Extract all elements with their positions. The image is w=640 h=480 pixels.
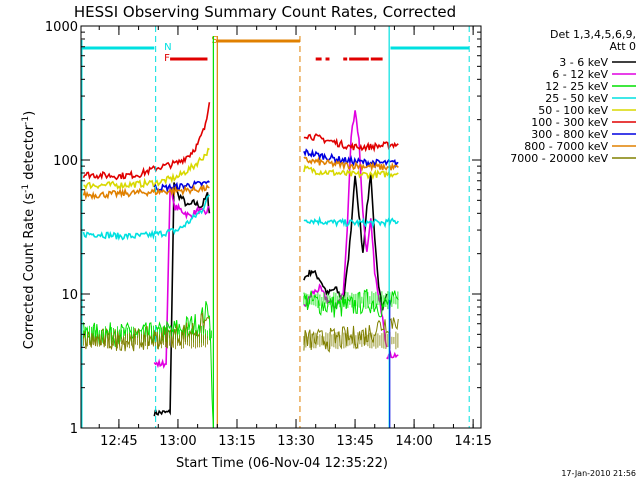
series-path xyxy=(153,182,211,417)
series-path xyxy=(303,148,399,169)
series-hatching xyxy=(83,331,399,350)
series-path xyxy=(153,186,210,370)
x-tick-label: 12:45 xyxy=(100,434,137,449)
legend-label: 300 - 800 keV xyxy=(531,128,608,141)
series-path xyxy=(303,215,399,229)
legend-label: 50 - 100 keV xyxy=(538,104,608,117)
series-path xyxy=(303,317,399,353)
series-path xyxy=(386,349,399,360)
x-tick-label: 14:00 xyxy=(395,434,432,449)
series-path xyxy=(303,164,399,181)
x-tick-label: 13:00 xyxy=(159,434,196,449)
y-tick-label: 1000 xyxy=(45,20,78,35)
y-axis-label-main: Corrected Count Rate (s xyxy=(22,193,37,350)
x-tick-label: 13:15 xyxy=(218,434,255,449)
legend-label: 3 - 6 keV xyxy=(559,56,608,69)
legend-header: Det 1,3,4,5,6,9, xyxy=(550,28,636,41)
y-tick-label: 1 xyxy=(70,422,78,437)
legend-label: 7000 - 20000 keV xyxy=(510,152,608,165)
legend-label: 25 - 50 keV xyxy=(545,92,608,105)
series-path xyxy=(303,156,399,172)
series-path xyxy=(83,147,210,191)
series-path xyxy=(153,180,210,194)
y-axis-label-end: ) xyxy=(22,111,37,116)
series-path xyxy=(303,174,388,311)
series-50-100-kev xyxy=(83,147,399,191)
flag-label-f: F xyxy=(164,53,170,64)
y-axis-label-sup2: -1 xyxy=(21,116,31,125)
flag-label-n: N xyxy=(164,42,171,53)
series-path xyxy=(82,194,211,241)
series-path xyxy=(303,133,399,153)
legend-label: 6 - 12 keV xyxy=(552,68,608,81)
legend-label: 800 - 7000 keV xyxy=(524,140,608,153)
y-axis-label: Corrected Count Rate (s-1 detector-1) xyxy=(21,111,37,349)
plot-area: FN S 1 10 100 1000 12:45 13:00 13:15 13:30 13:45 14… xyxy=(45,20,492,449)
series-12-25-kev xyxy=(83,288,399,429)
y-tick-label: 100 xyxy=(53,154,78,169)
series-path xyxy=(82,183,210,201)
series-300-800-kev xyxy=(153,148,399,194)
x-axis-label: Start Time (06-Nov-04 12:35:22) xyxy=(176,456,388,471)
series-path xyxy=(303,110,388,348)
x-tick-label: 13:30 xyxy=(277,434,314,449)
y-tick-label: 10 xyxy=(61,288,78,303)
legend-header: Att 0 xyxy=(610,40,636,53)
y-axis-label-mid: detector xyxy=(22,124,37,184)
series-path xyxy=(82,102,211,181)
flag-label-s: S xyxy=(211,35,217,46)
plot-frame xyxy=(80,25,482,429)
footer-date: 17-Jan-2010 21:56 xyxy=(561,469,636,478)
chart-title: HESSI Observing Summary Count Rates, Cor… xyxy=(74,3,456,21)
series-path xyxy=(83,301,214,429)
series-path xyxy=(303,288,399,318)
y-axis-label-sup1: -1 xyxy=(21,184,31,193)
series-100-300-kev xyxy=(82,102,399,181)
x-tick-label: 13:45 xyxy=(336,434,373,449)
x-tick-label: 14:15 xyxy=(454,434,491,449)
legend-label: 12 - 25 keV xyxy=(545,80,608,93)
series-path xyxy=(83,312,210,352)
series-6-12-kev xyxy=(153,110,399,370)
series-800-7000-kev xyxy=(82,156,399,201)
series-7000-20000-kev xyxy=(83,312,399,353)
series-25-50-kev xyxy=(82,194,399,241)
legend-label: 100 - 300 keV xyxy=(531,116,608,129)
